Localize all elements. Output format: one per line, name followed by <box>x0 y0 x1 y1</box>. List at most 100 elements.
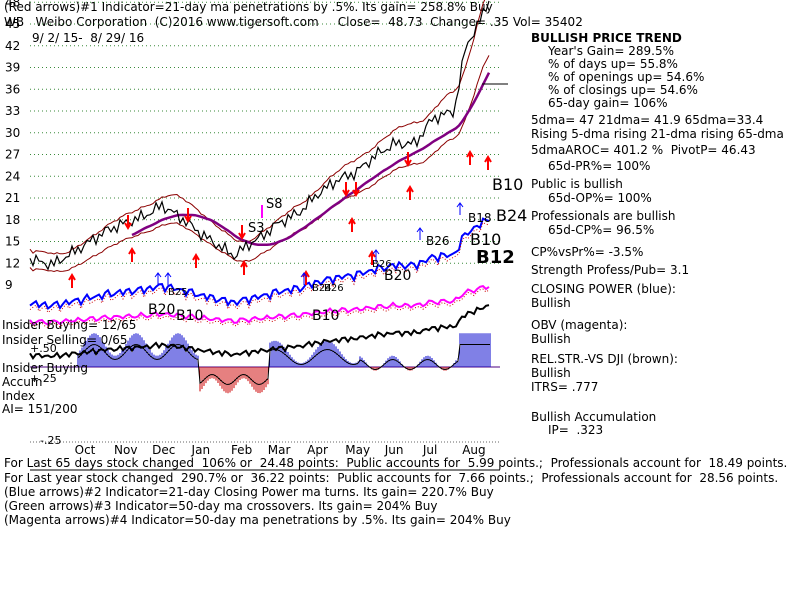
down-arrow-red-head <box>404 159 412 167</box>
header-line-1: (Red arrows)#1 Indicator=21-day ma penet… <box>4 0 493 14</box>
openings-up: % of openings up= 54.6% <box>548 70 705 84</box>
obv-status: Bullish <box>531 332 571 346</box>
panel-title: BULLISH PRICE TREND <box>531 31 682 45</box>
signal-label-b18: B18 <box>468 211 492 225</box>
insider-buying-label-2: Insider Buying <box>2 361 88 375</box>
obv-ma-line <box>29 288 490 329</box>
month-label: Aug <box>462 443 485 457</box>
down-arrow-red-head <box>238 232 246 240</box>
price-tick-label: 45 <box>5 17 20 31</box>
index-label: Index <box>2 389 36 403</box>
up-arrow-red-head <box>68 273 76 281</box>
header-line-2: WB Weibo Corporation (C)2016 www.tigerso… <box>4 15 583 29</box>
month-label: Feb <box>231 443 252 457</box>
signal-label-s8: S8 <box>266 197 283 212</box>
month-label: May <box>345 443 370 457</box>
price-tick-label: 12 <box>5 256 20 270</box>
closings-up: % of closings up= 54.6% <box>548 83 698 97</box>
insider-selling-label: Insider Selling= 0/65 <box>2 333 128 347</box>
price-tick-label: 36 <box>5 82 20 96</box>
up-arrow-blue-head <box>164 272 172 278</box>
signal-label-b26-jul: B26 <box>426 234 450 248</box>
lower-band-line <box>29 55 490 273</box>
relstr-label: REL.STR.-VS DJI (brown): <box>531 352 678 366</box>
down-arrow-red-head <box>184 215 192 223</box>
itrs-value: ITRS= .777 <box>531 380 599 394</box>
days-up: % of days up= 55.8% <box>548 57 678 71</box>
price-tick-label: 9 <box>5 278 13 292</box>
price-tick-label: 18 <box>5 213 20 227</box>
ma65-line <box>131 72 491 247</box>
down-arrow-red-head <box>124 222 132 230</box>
signal-label-b26-apr: B26 <box>324 283 344 294</box>
accum-tick-label: +.50 <box>30 342 57 355</box>
closing-power-ma-line <box>29 221 490 314</box>
obv-label: OBV (magenta): <box>531 318 628 332</box>
closing-power-line <box>29 217 490 311</box>
accum-axis-ticks: +.50 +.25 -.25 <box>30 342 61 447</box>
up-arrow-blue-head <box>416 227 424 233</box>
cp-pct: 65d-CP%= 96.5% <box>548 223 655 237</box>
signal-label-b26-may: B26 <box>372 259 392 270</box>
footer-line-3: (Blue arrows)#2 Indicator=21-day Closing… <box>4 485 494 499</box>
closing-power-status: Bullish <box>531 296 571 310</box>
accum-label: Accum <box>2 375 43 389</box>
dma-values: 5dma= 47 21dma= 41.9 65dma=33.4 <box>531 113 764 127</box>
upper-band-line <box>29 0 486 255</box>
accumulation-status: Bullish Accumulation <box>531 410 657 424</box>
strength-ratio: Strength Profess/Pub= 3.1 <box>531 263 690 277</box>
accum-tick-label: +.25 <box>30 372 57 385</box>
price-tick-label: 48 <box>5 0 20 9</box>
signal-label-b12: B12 <box>476 247 515 268</box>
price-tick-label: 15 <box>5 235 20 249</box>
accum-tick-label: -.25 <box>40 434 61 447</box>
rel-strength-line <box>29 304 490 360</box>
price-grid <box>30 1 500 264</box>
up-arrow-red-head <box>466 150 474 158</box>
signal-label-b20-may: B20 <box>384 268 411 284</box>
accum-bars <box>77 333 491 394</box>
signal-label-b10-mar: B10 <box>312 308 339 324</box>
signal-label-b24-apr: B24 <box>312 283 332 294</box>
relstr-status: Bullish <box>531 366 571 380</box>
aroc: 5dmaAROC= 401.2 % PivotP= 46.43 <box>531 143 756 157</box>
price-tick-label: 21 <box>5 191 20 205</box>
pr-pct: 65d-PR%= 100% <box>548 159 651 173</box>
footer-line-4: (Green arrows)#3 Indicator=50-day ma cro… <box>4 499 438 513</box>
insider-buying-label: Insider Buying= 12/65 <box>2 318 137 332</box>
month-label: Nov <box>114 443 137 457</box>
obv-line <box>29 285 490 326</box>
up-arrow-red-head <box>484 155 492 163</box>
up-arrow-red-head <box>348 217 356 225</box>
up-arrow-red-head <box>192 253 200 261</box>
footer-line-1: For Last 65 days stock changed 106% or 2… <box>4 456 788 470</box>
closing-power-label: CLOSING POWER (blue): <box>531 282 676 296</box>
footer-line-5: (Magenta arrows)#4 Indicator=50-day ma p… <box>4 513 511 527</box>
public-status: Public is bullish <box>531 177 623 191</box>
up-arrow-blue-head <box>372 249 380 255</box>
years-gain: Year's Gain= 289.5% <box>548 44 674 58</box>
op-pct: 65d-OP%= 100% <box>548 191 652 205</box>
footer-line-2: For Last year stock changed 290.7% or 36… <box>4 471 779 485</box>
month-labels: Oct Nov Dec Jan Feb Mar Apr May Jun Jul Aug <box>75 443 486 457</box>
ai-label: AI= 151/200 <box>2 402 78 416</box>
rising-dma: Rising 5-dma rising 21-dma rising 65-dma <box>531 127 784 141</box>
signal-label-b25: B25 <box>168 287 188 298</box>
up-arrow-red-head <box>368 250 376 258</box>
price-tick-label: 42 <box>5 39 20 53</box>
month-label: Mar <box>268 443 291 457</box>
date-range: 9/ 2/ 15- 8/ 29/ 16 <box>32 31 145 45</box>
price-line <box>29 0 490 271</box>
up-arrow-red-head <box>128 247 136 255</box>
signal-label-b10-aug2: B10 <box>470 230 501 249</box>
down-arrow-red-head <box>342 189 350 197</box>
up-arrow-blue-head <box>154 272 162 278</box>
gain-65: 65-day gain= 106% <box>548 96 668 110</box>
up-arrow-red-head <box>406 185 414 193</box>
professionals-status: Professionals are bullish <box>531 209 676 223</box>
signal-label-b20: B20 <box>148 302 175 318</box>
up-arrow-blue-head <box>300 272 308 278</box>
month-label: Apr <box>307 443 328 457</box>
price-tick-label: 33 <box>5 104 20 118</box>
